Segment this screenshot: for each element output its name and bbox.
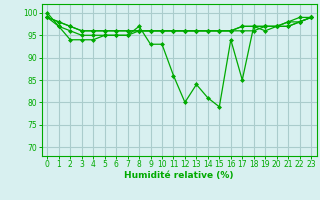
X-axis label: Humidité relative (%): Humidité relative (%) — [124, 171, 234, 180]
